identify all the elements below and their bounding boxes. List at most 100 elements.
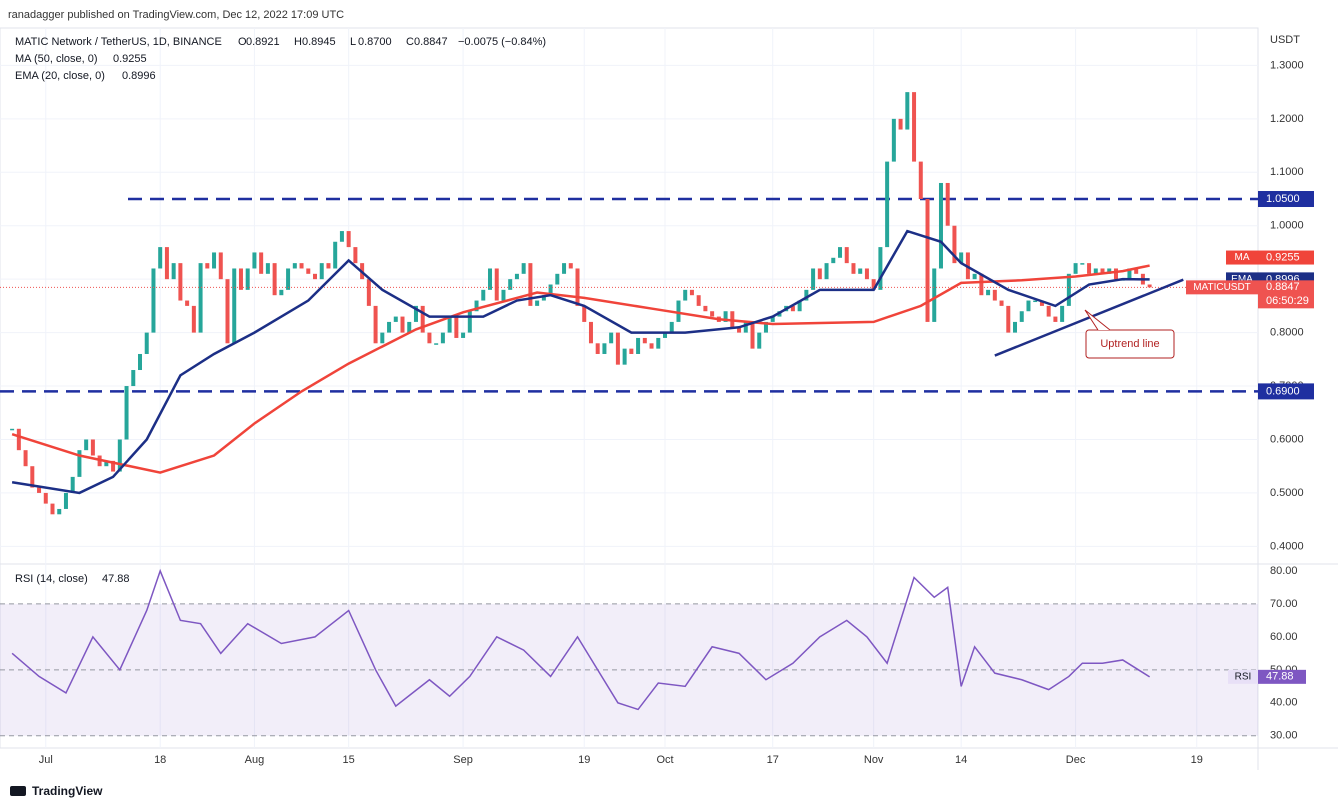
candle — [481, 289, 486, 301]
candle — [932, 268, 937, 322]
candle — [838, 247, 843, 258]
y-tick-label: 40.00 — [1270, 697, 1298, 709]
candle — [306, 268, 311, 274]
candle — [434, 343, 439, 345]
price-tag-key-label: EMA — [1231, 274, 1253, 285]
price-tag-key — [1226, 250, 1258, 265]
candle — [212, 252, 217, 269]
candle — [30, 466, 35, 488]
footer: TradingView — [32, 784, 103, 798]
candle — [615, 332, 620, 365]
legend-name: MA (50, close, 0) — [15, 53, 98, 65]
candle — [925, 199, 930, 322]
candle — [831, 257, 836, 264]
candle — [198, 263, 203, 333]
candle — [959, 252, 964, 264]
y-tick-label: 1.0000 — [1270, 220, 1304, 232]
candle — [1093, 268, 1098, 274]
candle — [710, 311, 715, 317]
candle — [790, 305, 795, 312]
candle — [1100, 268, 1105, 274]
y-tick-label: 1.3000 — [1270, 59, 1304, 71]
candle — [63, 492, 68, 509]
candle — [299, 263, 304, 269]
x-tick-label: 19 — [1191, 754, 1203, 766]
candle — [393, 316, 398, 322]
candle — [562, 263, 567, 274]
candle — [1019, 311, 1024, 322]
candle — [413, 305, 418, 322]
candle — [279, 289, 284, 296]
candle — [952, 225, 957, 264]
candle — [144, 332, 149, 354]
candle — [1026, 300, 1031, 312]
candle — [1046, 305, 1051, 317]
candle — [663, 332, 668, 338]
candle — [676, 300, 681, 322]
candle — [770, 316, 775, 322]
candle — [743, 321, 748, 333]
candle — [555, 273, 560, 285]
candle — [750, 321, 755, 349]
candle — [689, 289, 694, 296]
candle — [905, 92, 910, 130]
candle — [353, 247, 358, 264]
candle — [400, 316, 405, 333]
candle — [602, 343, 607, 354]
x-tick-label: 14 — [955, 754, 967, 766]
candle — [43, 492, 48, 504]
candle — [568, 263, 573, 269]
candle — [1066, 273, 1071, 306]
ohlc-value: 0.8945 — [302, 36, 336, 48]
candle — [488, 268, 493, 290]
x-tick-label: Aug — [245, 754, 265, 766]
legend-name: EMA (20, close, 0) — [15, 70, 105, 82]
ohlc-key: C — [406, 36, 414, 48]
ohlc-key: H — [294, 36, 302, 48]
candle — [333, 241, 338, 269]
candle — [595, 343, 600, 354]
candle — [16, 428, 21, 451]
trend-line — [994, 278, 1184, 357]
candle — [938, 182, 943, 269]
candle — [703, 305, 708, 312]
candle — [131, 370, 136, 387]
candle — [440, 332, 445, 344]
candle — [124, 386, 129, 440]
candle — [912, 92, 917, 162]
candle — [824, 263, 829, 280]
candle — [286, 268, 291, 290]
level-tag — [1258, 383, 1314, 400]
candle — [50, 503, 55, 515]
y-tick-label: 60.00 — [1270, 631, 1298, 643]
candle — [528, 263, 533, 306]
legend-value: 47.88 — [102, 573, 130, 585]
candle — [535, 300, 540, 306]
header: ranadagger published on TradingView.com,… — [8, 9, 344, 21]
candle — [1107, 268, 1112, 274]
candle — [972, 273, 977, 280]
candle — [454, 316, 459, 338]
candle — [541, 295, 546, 301]
candle — [521, 263, 526, 274]
rsi-band — [0, 603, 1258, 736]
legend-value: 0.9255 — [113, 53, 147, 65]
candle — [447, 316, 452, 333]
candle — [1013, 321, 1018, 333]
y-tick-label: 0.4000 — [1270, 540, 1304, 552]
candle — [582, 305, 587, 322]
y-tick-label: 0.8000 — [1270, 327, 1304, 339]
candle — [232, 268, 237, 344]
level-label: 1.0500 — [1266, 193, 1300, 205]
ohlc-change: −0.0075 (−0.84%) — [458, 36, 546, 48]
candle — [339, 231, 344, 242]
candle — [696, 295, 701, 306]
candle — [1087, 263, 1092, 274]
candle — [649, 343, 654, 349]
candle — [272, 263, 277, 296]
candle — [797, 300, 802, 312]
candle — [588, 321, 593, 344]
ma-line — [11, 264, 1150, 474]
